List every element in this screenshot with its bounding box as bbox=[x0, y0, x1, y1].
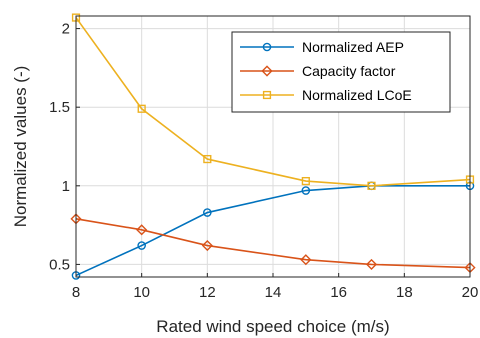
legend-label: Normalized LCoE bbox=[302, 87, 412, 103]
series-line bbox=[75, 17, 471, 187]
series-layer bbox=[70, 13, 476, 280]
legend-label: Capacity factor bbox=[302, 63, 396, 79]
data-point bbox=[201, 239, 213, 252]
data-point bbox=[203, 208, 212, 217]
y-tick-label: 1 bbox=[62, 178, 70, 195]
data-point bbox=[300, 254, 312, 266]
legend-item: Normalized AEP bbox=[240, 39, 404, 55]
legend-marker bbox=[262, 90, 272, 100]
x-tick-label: 10 bbox=[133, 284, 150, 301]
x-tick-label: 16 bbox=[330, 284, 347, 301]
x-tick-label: 14 bbox=[265, 284, 282, 301]
legend-marker bbox=[261, 65, 273, 77]
x-tick-label: 12 bbox=[199, 284, 216, 301]
data-point bbox=[365, 258, 378, 271]
series-line bbox=[75, 185, 470, 277]
y-axis-label: Normalized values (-) bbox=[11, 66, 30, 228]
legend-item: Capacity factor bbox=[240, 63, 396, 79]
data-point bbox=[203, 154, 212, 164]
data-point bbox=[137, 241, 146, 250]
legend-item: Normalized LCoE bbox=[240, 87, 412, 103]
data-point bbox=[367, 181, 376, 190]
y-tick-label: 0.5 bbox=[49, 256, 70, 273]
x-tick-label: 20 bbox=[462, 284, 479, 301]
x-tick-label: 18 bbox=[396, 284, 413, 301]
x-tick-label: 8 bbox=[72, 284, 80, 301]
legend-marker bbox=[262, 42, 272, 52]
data-point bbox=[301, 176, 310, 186]
legend-label: Normalized AEP bbox=[302, 39, 404, 55]
axis-ticks: 8 10 12 14 16 18 20 0.5 1 1.5 2 bbox=[49, 21, 478, 301]
series-line bbox=[75, 218, 471, 269]
y-tick-label: 1.5 bbox=[49, 99, 70, 116]
data-point bbox=[136, 224, 148, 236]
y-tick-label: 2 bbox=[62, 21, 70, 38]
legend: Normalized AEP Capacity factor Normalized … bbox=[231, 31, 451, 113]
data-point bbox=[137, 104, 146, 113]
data-point bbox=[301, 186, 311, 195]
x-axis-label: Rated wind speed choice (m/s) bbox=[156, 317, 389, 336]
series-normalized-lcoe bbox=[71, 13, 475, 190]
